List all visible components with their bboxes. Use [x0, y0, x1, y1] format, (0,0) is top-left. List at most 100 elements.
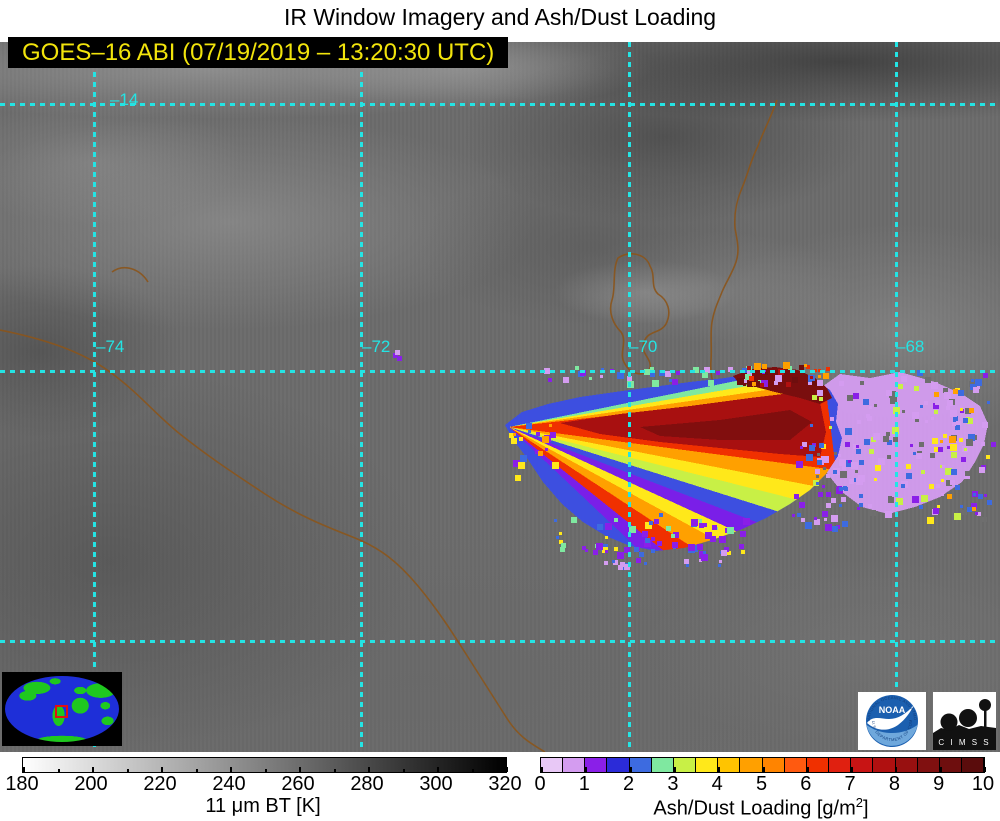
ash-colorbar-segment — [895, 758, 918, 772]
noaa-logo-graphic: NOAA NATIONAL OCEANIC AND ATMOSPHERIC AD… — [856, 688, 926, 750]
tick-mark — [984, 767, 986, 772]
gridline-lon--70 — [628, 42, 631, 752]
tick-label: 300 — [419, 773, 453, 795]
ash-colorbar-segment — [829, 758, 852, 772]
tick-mark — [506, 767, 508, 772]
timestamp-banner: GOES–16 ABI (07/19/2019 – 13:20:30 UTC) — [8, 37, 509, 68]
ash-colorbar: 0 1 2 3 4 5 6 7 8 9 10 Ash/Dust Loading [g/m2] — [530, 752, 1000, 821]
coastline — [0, 329, 546, 752]
tick-label: 8 — [888, 773, 900, 795]
tick-mark — [851, 767, 854, 772]
tick-mark — [629, 767, 632, 772]
plume-maroon-patch — [733, 367, 832, 404]
tick-label: 220 — [143, 773, 177, 795]
ash-axis-label-sup: 2 — [855, 795, 864, 810]
tick-mark — [541, 767, 543, 772]
ash-colorbar-segment — [851, 758, 874, 772]
tick-mark — [299, 767, 301, 772]
gridline-lat-mid — [0, 370, 1000, 373]
tick-mark — [762, 767, 765, 772]
plume-lavender-field — [808, 372, 988, 514]
tick-label: 1 — [578, 773, 590, 795]
ash-colorbar-segment — [673, 758, 697, 772]
tick-mark — [806, 767, 809, 772]
tick-mark — [437, 767, 439, 772]
tick-label: 200 — [74, 773, 108, 795]
tick-mark — [673, 767, 676, 772]
ash-colorbar-segment — [917, 758, 940, 772]
lon-label--68: –68 — [896, 337, 925, 356]
tick-mark — [92, 767, 94, 772]
ash-colorbar-segment — [607, 758, 630, 772]
bt-colorbar: 180 200 220 240 260 280 300 320 11 μm BT [K] — [0, 752, 530, 821]
ash-colorbar-segment — [696, 758, 719, 772]
ash-colorbar-segment — [873, 758, 896, 772]
minor-tick-mark — [57, 769, 60, 772]
lon-label--70: –70 — [629, 337, 658, 356]
tick-mark — [939, 767, 942, 772]
lat-label--14: –14 — [110, 90, 139, 109]
tick-label: 320 — [488, 773, 522, 795]
globe-region-marker — [55, 705, 68, 718]
gridline-lon--72 — [360, 42, 363, 752]
tick-mark — [161, 767, 163, 772]
minor-tick-mark — [126, 769, 129, 772]
map-overlay — [0, 99, 996, 752]
tick-mark — [368, 767, 370, 772]
tick-label: 10 — [971, 773, 995, 795]
ash-axis-label-close: ] — [863, 797, 869, 820]
bt-colorbar-gradient — [22, 757, 508, 773]
ash-colorbar-segment — [651, 758, 674, 772]
ash-colorbar-segment — [806, 758, 830, 772]
tick-label: 2 — [623, 773, 635, 795]
gridline-lat--14 — [0, 103, 1000, 106]
ash-colorbar-segments — [540, 757, 986, 773]
gridline-lat-low — [0, 640, 1000, 643]
ash-colorbar-segment — [784, 758, 807, 772]
noaa-text: NOAA — [879, 705, 906, 715]
tick-label: 260 — [281, 773, 315, 795]
tick-label: 0 — [534, 773, 546, 795]
tick-label: 5 — [755, 773, 768, 795]
cimss-logo-graphic: C I M S S — [933, 692, 996, 750]
gridline-lon--68 — [895, 42, 898, 752]
ash-colorbar-segment — [961, 758, 985, 772]
globe-earth — [5, 676, 119, 742]
minor-tick-mark — [402, 769, 405, 772]
noaa-logo: NOAA NATIONAL OCEANIC AND ATMOSPHERIC AD… — [856, 688, 926, 750]
tick-label: 4 — [711, 773, 723, 795]
tick-mark — [23, 767, 25, 772]
tick-mark — [718, 767, 721, 772]
ash-axis-label-main: Ash/Dust Loading [g/m — [653, 797, 856, 820]
ash-colorbar-segment — [762, 758, 785, 772]
plume-bands — [509, 371, 836, 551]
ash-plume — [393, 350, 996, 570]
figure-title: IR Window Imagery and Ash/Dust Loading — [283, 4, 717, 30]
ash-colorbar-segment — [718, 758, 741, 772]
minor-tick-mark — [333, 769, 336, 772]
ash-colorbar-segment — [585, 758, 608, 772]
ash-colorbar-segment — [740, 758, 763, 772]
lake-outline — [609, 253, 670, 375]
tick-label: 280 — [350, 773, 384, 795]
lon-label--74: –74 — [96, 337, 125, 356]
ash-colorbar-segment — [939, 758, 962, 772]
tick-label: 3 — [667, 773, 679, 795]
lon-label--72: –72 — [362, 337, 391, 356]
minor-tick-mark — [471, 769, 474, 772]
ash-colorbar-segment — [541, 758, 564, 772]
tick-mark — [230, 767, 232, 772]
minor-tick-mark — [264, 769, 267, 772]
cimss-logo: C I M S S — [933, 692, 996, 750]
globe-inset — [2, 672, 122, 746]
tick-mark — [895, 767, 898, 772]
timestamp-text: GOES–16 ABI (07/19/2019 – 13:20:30 UTC) — [22, 39, 495, 66]
cimss-text: C I M S S — [938, 738, 990, 747]
tick-mark — [585, 767, 588, 772]
bt-axis-label: 11 μm BT [K] — [205, 795, 321, 817]
tick-label: 9 — [933, 773, 945, 795]
tick-label: 7 — [844, 773, 856, 795]
minor-tick-mark — [195, 769, 198, 772]
tick-label: 240 — [212, 773, 246, 795]
